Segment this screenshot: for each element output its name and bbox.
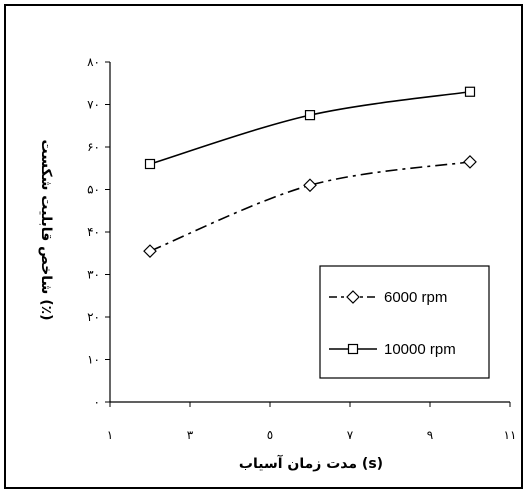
- series-line: [149, 161, 471, 252]
- y-tick-label: ١٠: [87, 353, 100, 367]
- series-layer: [143, 86, 477, 258]
- y-tick-label: ۶٠: [87, 140, 100, 154]
- legend-items: 6000 rpm 10000 rpm: [329, 289, 456, 358]
- x-axis-ticks: ١ ٣ ٥ ٧ ٩ ١١: [107, 402, 517, 442]
- legend-box: [319, 265, 490, 379]
- x-tick-label: ١: [107, 428, 113, 442]
- x-axis-title: مدت زمان آسیاب (s): [239, 454, 383, 472]
- data-point: [304, 110, 316, 121]
- y-tick-label: ۴٠: [87, 225, 100, 239]
- legend-label: 6000 rpm: [384, 289, 447, 306]
- legend-label: 10000 rpm: [384, 341, 456, 358]
- chart-frame: [4, 4, 523, 489]
- y-tick-label: ٨٠: [87, 55, 100, 69]
- data-point: [303, 178, 317, 193]
- legend-swatch-marker: [347, 343, 359, 355]
- legend-swatch-marker: [346, 290, 360, 304]
- y-axis-title: شاخص قابلیت شکست (٪): [38, 139, 54, 320]
- series-line: [149, 90, 471, 165]
- y-tick-label: ٢٠: [87, 310, 100, 324]
- y-tick-label: ٣٠: [87, 268, 100, 282]
- data-point: [143, 244, 157, 258]
- data-point: [144, 158, 156, 170]
- data-point: [464, 86, 476, 97]
- x-tick-label: ١١: [504, 428, 517, 442]
- legend: 6000 rpm 10000 rpm: [319, 265, 490, 379]
- series-6000-rpm: [143, 155, 477, 258]
- x-tick-label: ٧: [347, 428, 354, 442]
- x-tick-label: ٥: [267, 428, 273, 442]
- y-tick-label: ٠: [94, 395, 100, 409]
- y-axis-ticks: ٠ ١٠ ٢٠ ٣٠ ۴٠ ۵٠ ۶٠ ٧٠ ٨٠: [87, 55, 110, 409]
- data-point: [463, 155, 477, 169]
- y-tick-label: ۵٠: [87, 183, 100, 197]
- x-tick-label: ٣: [187, 428, 194, 442]
- x-tick-label: ٩: [427, 428, 433, 442]
- y-tick-label: ٧٠: [87, 98, 100, 112]
- series-10000-rpm: [144, 86, 476, 170]
